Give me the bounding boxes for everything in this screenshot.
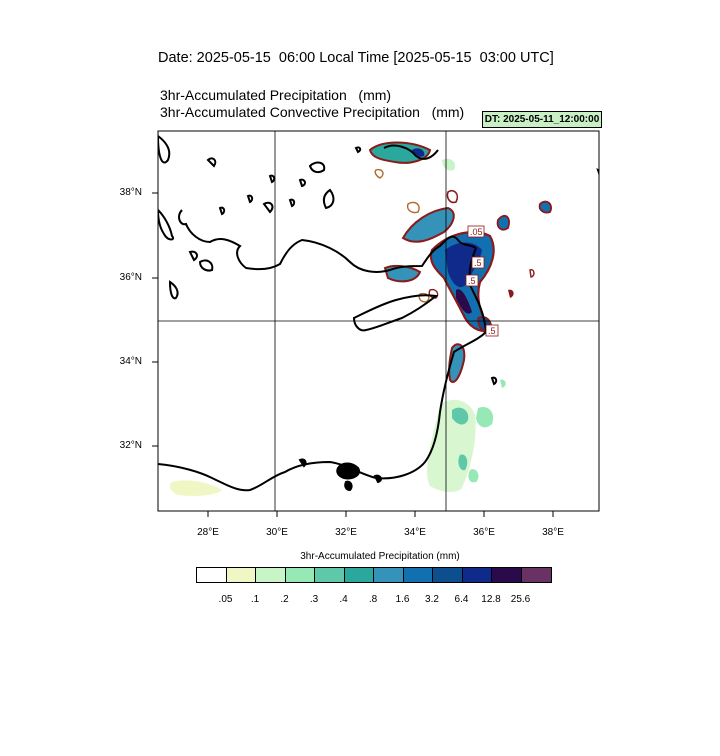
colorbar-tick-label: .1: [250, 594, 260, 605]
map-frame: [157, 130, 600, 512]
colorbar-title: 3hr-Accumulated Precipitation (mm): [300, 551, 460, 562]
lat-label-36n: 36°N: [119, 272, 142, 283]
colorbar-tick-label: .3: [309, 594, 319, 605]
lon-label-36e: 36°E: [473, 527, 495, 538]
precip-title: 3hr-Accumulated Precipitation (mm): [160, 87, 392, 103]
convective-precip-title: 3hr-Accumulated Convective Precipitation…: [160, 104, 465, 120]
lat-label-34n: 34°N: [119, 356, 142, 367]
colorbar-tick-label: .2: [280, 594, 289, 605]
colorbar-swatch-6: [344, 568, 374, 582]
grid-lines: [158, 131, 599, 511]
colorbar-tick-label: 3.2: [425, 594, 439, 605]
colorbar-swatch-8: [403, 568, 433, 582]
colorbar-tick-label: .05: [218, 594, 233, 605]
map-content: .05 .5 .5 .5: [158, 134, 599, 496]
contour-label-3: .5: [468, 276, 476, 286]
lon-label-32e: 32°E: [335, 527, 357, 538]
colorbar-swatch-11: [492, 568, 522, 582]
colorbar-swatch-2: [226, 568, 256, 582]
colorbar-tick-label: 25.6: [510, 594, 531, 605]
lon-label-34e: 34°E: [404, 527, 426, 538]
dt-badge: DT: 2025-05-11_12:00:00: [482, 111, 602, 128]
colorbar-tick-label: .4: [339, 594, 348, 605]
colorbar-swatch-3: [256, 568, 286, 582]
lon-label-30e: 30°E: [266, 527, 288, 538]
contour-labels: .05 .5 .5 .5: [465, 225, 499, 337]
colorbar-tick-label: .8: [368, 594, 378, 605]
light-precip-areas: [170, 148, 506, 496]
colorbar-swatch-9: [433, 568, 463, 582]
date-line: Date: 2025-05-15 06:00 Local Time [2025-…: [158, 50, 554, 66]
colorbar-swatch-1: [197, 568, 227, 582]
colorbar-tick-label: 1.6: [395, 594, 410, 605]
colorbar-swatch-5: [315, 568, 345, 582]
colorbar-swatch-4: [285, 568, 315, 582]
lon-label-38e: 38°E: [542, 527, 564, 538]
contour-label-1: .05: [470, 227, 483, 237]
colorbar-swatch-10: [462, 568, 492, 582]
lat-label-38n: 38°N: [119, 187, 142, 198]
heavy-precip-cells: [368, 141, 552, 383]
colorbar-tick-label: 12.8: [481, 594, 501, 605]
lat-label-32n: 32°N: [119, 440, 142, 451]
lon-label-28e: 28°E: [197, 527, 219, 538]
colorbar-swatch-12: [521, 568, 551, 582]
axis-ticks: [152, 192, 554, 517]
coastline: [158, 134, 599, 492]
colorbar-swatch-7: [374, 568, 404, 582]
contour-label-4: .5: [488, 326, 496, 336]
contour-label-2: .5: [474, 258, 482, 268]
colorbar: [196, 567, 552, 583]
colorbar-tick-label: 6.4: [454, 594, 469, 605]
